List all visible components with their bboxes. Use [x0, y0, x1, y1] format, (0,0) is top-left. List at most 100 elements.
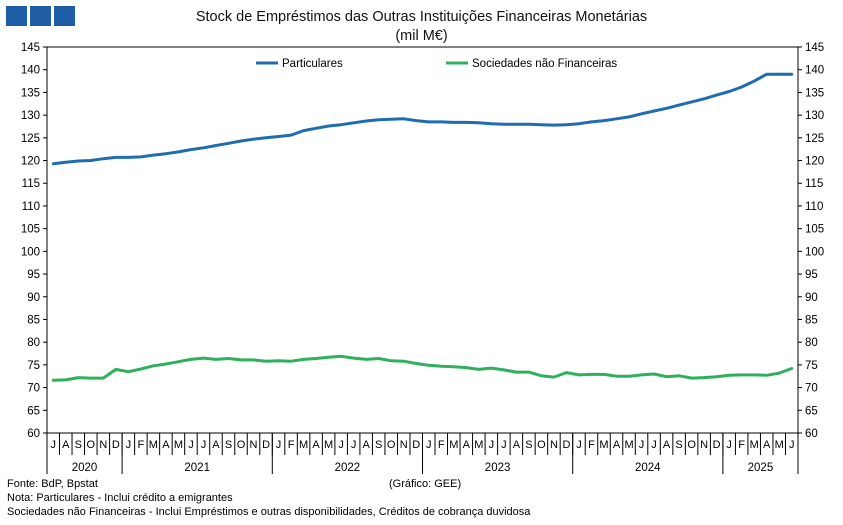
x-month-label: N [700, 439, 708, 451]
y-tick-label-left: 70 [27, 383, 40, 395]
x-month-label: J [51, 439, 57, 451]
x-month-label: A [312, 439, 320, 451]
x-month-label: J [338, 439, 344, 451]
y-tick-label-right: 75 [805, 360, 818, 372]
x-month-label: D [262, 439, 270, 451]
x-month-label: N [250, 439, 258, 451]
y-tick-label-left: 90 [27, 292, 40, 304]
x-month-label: J [201, 439, 207, 451]
y-tick-label-left: 125 [21, 133, 40, 145]
x-month-label: O [687, 439, 696, 451]
x-month-label: O [87, 439, 96, 451]
x-month-label: O [537, 439, 546, 451]
logo-square [30, 6, 51, 26]
x-month-label: D [562, 439, 570, 451]
source-note: Fonte: BdP, Bpstat [7, 478, 98, 490]
y-tick-label-right: 65 [805, 405, 818, 417]
x-month-label: D [713, 439, 721, 451]
x-month-label: J [501, 439, 507, 451]
x-month-label: M [750, 439, 759, 451]
x-year-label: 2024 [635, 462, 661, 474]
series-line-particulares [51, 72, 794, 166]
x-month-label: M [599, 439, 608, 451]
x-month-label: F [138, 439, 145, 451]
x-month-label: A [212, 439, 220, 451]
y-tick-label-right: 100 [805, 246, 824, 258]
x-month-label: A [363, 439, 371, 451]
x-month-label: M [324, 439, 333, 451]
x-month-label: A [162, 439, 170, 451]
y-tick-label-left: 120 [21, 156, 40, 168]
x-month-label: O [387, 439, 396, 451]
x-month-label: S [675, 439, 682, 451]
x-year-label: 2022 [335, 462, 361, 474]
x-month-label: F [588, 439, 595, 451]
y-tick-label-left: 85 [27, 314, 40, 326]
x-month-label: J [576, 439, 582, 451]
y-tick-label-right: 105 [805, 224, 824, 236]
chart-title: Stock de Empréstimos das Outras Institui… [195, 9, 648, 25]
x-month-label: A [763, 439, 771, 451]
y-tick-label-right: 130 [805, 110, 824, 122]
y-tick-label-left: 60 [27, 428, 40, 440]
x-month-label: A [62, 439, 70, 451]
x-month-label: O [237, 439, 246, 451]
x-month-label: J [351, 439, 357, 451]
x-month-label: F [288, 439, 295, 451]
x-month-label: J [726, 439, 732, 451]
y-tick-label-left: 115 [22, 178, 40, 190]
y-tick-label-left: 135 [21, 87, 40, 99]
y-tick-label-left: 140 [21, 65, 40, 77]
y-tick-label-left: 95 [27, 269, 40, 281]
y-tick-label-left: 110 [22, 201, 40, 213]
x-month-label: M [174, 439, 183, 451]
legend-label: Particulares [282, 58, 343, 70]
y-tick-label-right: 80 [805, 337, 818, 349]
x-month-label: J [426, 439, 432, 451]
x-year-label: 2023 [485, 462, 511, 474]
y-tick-label-left: 100 [21, 246, 40, 258]
y-tick-label-right: 110 [805, 201, 823, 213]
y-tick-label-right: 90 [805, 292, 818, 304]
x-month-label: J [789, 439, 795, 451]
y-tick-label-right: 120 [805, 156, 824, 168]
y-tick-label-left: 130 [21, 110, 40, 122]
series-line-sociedades-n-o-financeiras [51, 354, 794, 382]
x-month-label: F [438, 439, 445, 451]
x-month-label: N [400, 439, 408, 451]
x-month-label: F [738, 439, 745, 451]
legend-label: Sociedades não Financeiras [472, 58, 617, 70]
note-sociedades: Sociedades não Financeiras - Inclui Empr… [7, 506, 531, 518]
x-month-label: M [474, 439, 483, 451]
y-tick-label-right: 135 [805, 87, 824, 99]
y-tick-label-right: 115 [805, 178, 823, 190]
x-month-label: D [112, 439, 120, 451]
x-month-label: S [525, 439, 532, 451]
x-month-label: M [624, 439, 633, 451]
x-year-label: 2025 [748, 462, 774, 474]
y-tick-label-right: 145 [805, 42, 824, 54]
x-month-label: J [489, 439, 495, 451]
x-month-label: J [276, 439, 282, 451]
x-year-label: 2020 [72, 462, 98, 474]
x-month-label: M [449, 439, 458, 451]
x-month-label: S [75, 439, 82, 451]
y-tick-label-left: 105 [21, 224, 40, 236]
x-month-label: A [463, 439, 471, 451]
x-month-label: A [513, 439, 521, 451]
x-month-label: A [613, 439, 621, 451]
note-particulares: Nota: Particulares - Inclui crédito a em… [7, 492, 233, 504]
chart-credit: (Gráfico: GEE) [389, 478, 462, 490]
logo-square [6, 6, 27, 26]
y-tick-label-right: 140 [805, 65, 824, 77]
y-tick-label-left: 80 [27, 337, 40, 349]
x-month-label: J [639, 439, 645, 451]
y-tick-label-left: 65 [27, 405, 40, 417]
x-month-label: M [775, 439, 784, 451]
x-month-label: A [663, 439, 671, 451]
bank-logo [6, 6, 75, 26]
y-tick-label-right: 95 [805, 269, 818, 281]
x-month-label: M [149, 439, 158, 451]
y-tick-label-right: 85 [805, 314, 818, 326]
